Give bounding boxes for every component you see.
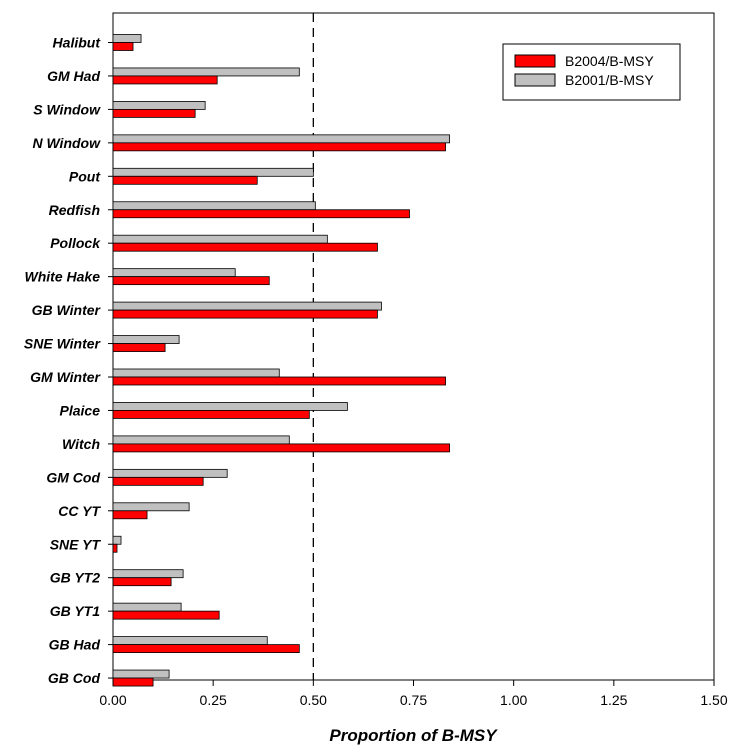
- y-tick-label: GB Winter: [32, 302, 102, 318]
- x-axis-title: Proportion of B-MSY: [329, 726, 498, 745]
- y-tick-label: GM Cod: [46, 469, 100, 485]
- bar-b2001-sne-yt: [112, 535, 122, 545]
- y-tick-label: White Hake: [25, 269, 101, 285]
- bar-b2001-white-hake: [112, 268, 236, 278]
- bar-b2001-redfish: [112, 201, 316, 211]
- y-tick-label: GB Had: [49, 637, 101, 653]
- x-tick-label: 1.00: [500, 692, 527, 708]
- x-tick-label: 0.25: [200, 692, 227, 708]
- bar-b2004-gb-yt1: [112, 610, 220, 620]
- y-tick-label: SNE Winter: [24, 336, 102, 352]
- legend-label-b2001: B2001/B-MSY: [565, 72, 654, 88]
- y-tick-label: N Window: [32, 135, 101, 151]
- bar-b2001-witch: [112, 435, 290, 445]
- bar-b2004-n-window: [112, 142, 446, 152]
- y-tick-label: Witch: [62, 436, 100, 452]
- y-tick-label: GM Winter: [30, 369, 101, 385]
- bar-b2001-sne-winter: [112, 335, 180, 344]
- bar-b2004-gb-winter: [112, 309, 378, 319]
- bar-b2001-gm-winter: [112, 368, 280, 378]
- bar-b2004-cc-yt: [112, 510, 148, 520]
- y-tick-label: Redfish: [49, 202, 100, 218]
- bar-b2001-s-window: [112, 101, 206, 110]
- bar-b2004-plaice: [112, 410, 310, 419]
- bar-b2001-gm-cod: [112, 468, 228, 478]
- bar-b2004-gm-winter: [112, 376, 446, 386]
- bar-b2001-halibut: [112, 34, 142, 43]
- plot-area: [112, 12, 715, 681]
- y-tick-label: GB YT2: [50, 570, 101, 586]
- bar-b2004-gb-had: [112, 644, 300, 653]
- bar-b2001-pollock: [112, 234, 328, 244]
- y-tick-label: GM Had: [47, 68, 100, 84]
- x-tick-label: 0.00: [99, 692, 126, 708]
- bar-b2004-halibut: [112, 42, 134, 51]
- bar-b2004-gm-had: [112, 75, 218, 85]
- bar-b2004-gb-yt2: [112, 577, 172, 587]
- y-tick-label: Halibut: [53, 35, 102, 51]
- legend-swatch-b2001: [514, 73, 556, 87]
- bar-b2004-sne-yt: [112, 543, 118, 553]
- bar-b2001-gb-yt1: [112, 602, 182, 612]
- bar-b2004-gm-cod: [112, 476, 204, 486]
- bar-b2004-s-window: [112, 109, 196, 118]
- bar-b2001-gb-yt2: [112, 569, 184, 579]
- legend-swatch-b2004: [514, 54, 556, 68]
- bars-group: [112, 34, 450, 687]
- legend-box: [502, 43, 681, 101]
- x-axis: 0.00 0.25 0.50 0.75 1.00 1.25 1.50: [99, 680, 728, 708]
- legend-label-b2004: B2004/B-MSY: [565, 53, 654, 69]
- x-tick-label: 0.50: [300, 692, 327, 708]
- bar-b2001-plaice: [112, 402, 348, 411]
- bar-b2004-pollock: [112, 242, 378, 252]
- bar-b2004-redfish: [112, 209, 410, 219]
- bar-b2001-cc-yt: [112, 502, 190, 512]
- y-tick-label: GB YT1: [50, 603, 101, 619]
- x-tick-label: 1.25: [600, 692, 627, 708]
- bar-b2001-pout: [112, 167, 314, 177]
- bar-b2004-gb-cod: [112, 677, 154, 687]
- y-tick-label: GB Cod: [48, 670, 101, 686]
- x-tick-label: 0.75: [400, 692, 427, 708]
- y-tick-label: Pout: [69, 168, 101, 184]
- legend: B2004/B-MSY B2001/B-MSY: [502, 43, 681, 101]
- y-tick-label: Plaice: [60, 402, 101, 418]
- bar-b2004-white-hake: [112, 276, 270, 286]
- bar-b2001-gb-cod: [112, 669, 170, 679]
- y-tick-label: Pollock: [50, 235, 101, 251]
- y-tick-label: S Window: [33, 101, 101, 117]
- bar-b2004-witch: [112, 443, 450, 453]
- bar-b2001-gb-winter: [112, 301, 382, 311]
- bar-b2001-gb-had: [112, 636, 268, 645]
- bar-b2004-pout: [112, 175, 258, 185]
- bar-b2001-n-window: [112, 134, 450, 144]
- x-tick-label: 1.50: [700, 692, 727, 708]
- y-axis: Halibut GM Had S Window N Window Pout Redfish…: [24, 35, 113, 686]
- y-tick-label: CC YT: [58, 503, 101, 519]
- y-tick-label: SNE YT: [50, 536, 102, 552]
- bar-b2004-sne-winter: [112, 343, 166, 352]
- bar-b2001-gm-had: [112, 67, 300, 77]
